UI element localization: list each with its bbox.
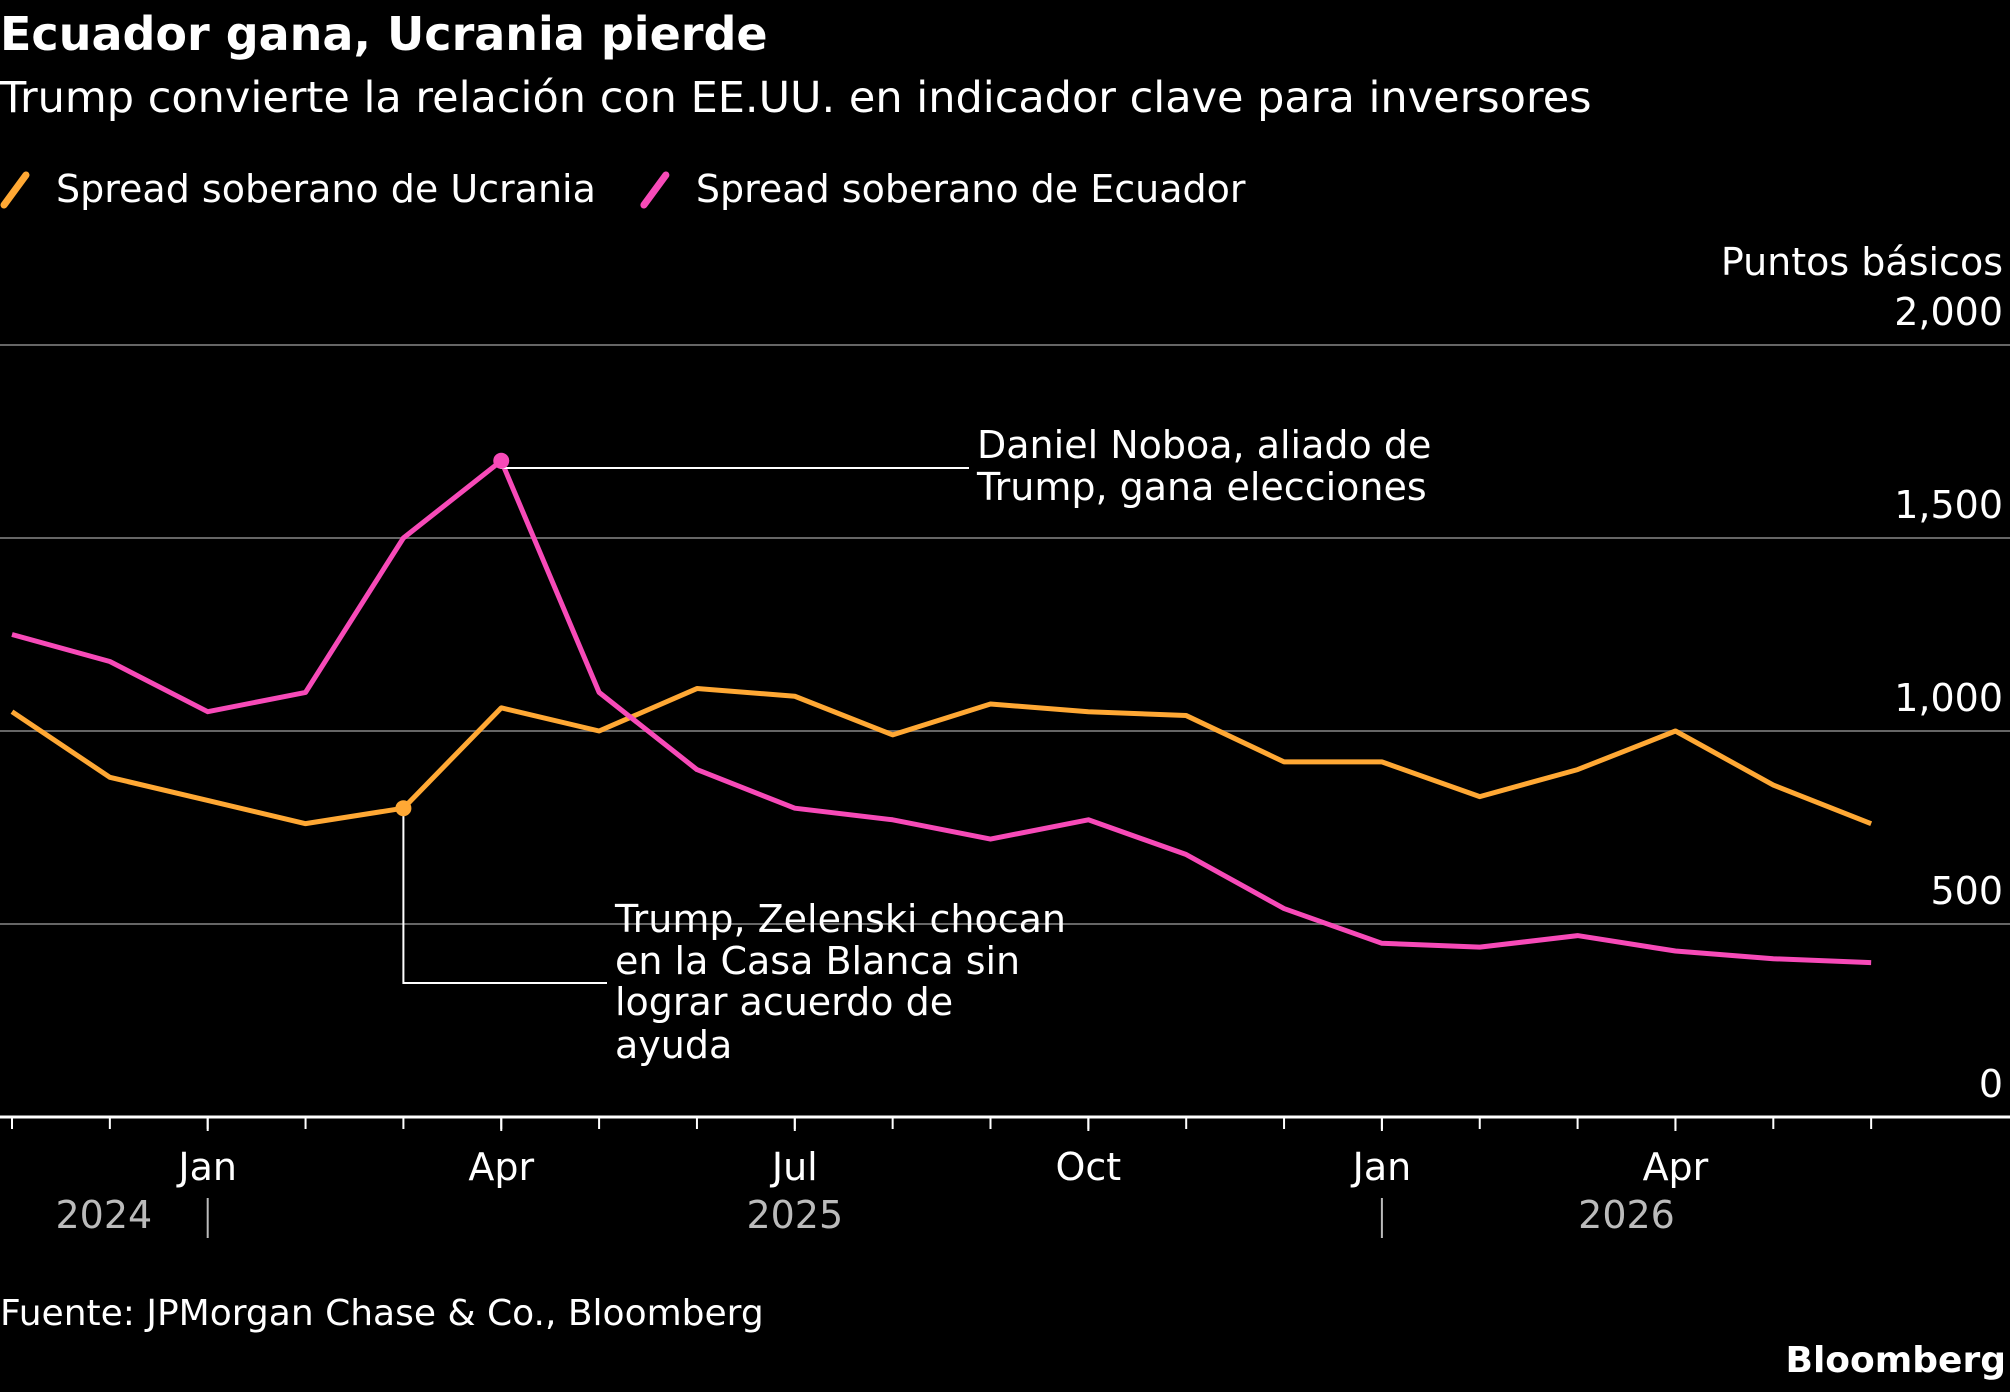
x-tick-label: Apr: [468, 1145, 534, 1189]
x-tick-label: Jan: [176, 1145, 237, 1189]
x-tick-label: Oct: [1055, 1145, 1121, 1189]
source: Fuente: JPMorgan Chase & Co., Bloomberg: [0, 1293, 764, 1334]
series-line: [11, 458, 1872, 966]
year-label: 2026: [1578, 1193, 1675, 1237]
y-axis-label: Puntos básicos: [1721, 240, 2003, 284]
y-tick-label: 2,000: [1894, 290, 2003, 334]
annotation-text: Daniel Noboa, aliado de: [977, 423, 1431, 467]
y-tick-label: 1,500: [1894, 483, 2003, 527]
annotation-dot: [493, 452, 510, 469]
legend-label: Spread soberano de Ucrania: [56, 167, 596, 211]
chart-subtitle: Trump convierte la relación con EE.UU. e…: [0, 73, 1592, 123]
annotation-text: Trump, gana elecciones: [976, 465, 1427, 509]
annotation-leader: [500, 460, 969, 469]
legend-swatch: [640, 171, 670, 209]
y-tick-label: 1,000: [1894, 676, 2003, 720]
year-label: 2024: [55, 1193, 152, 1237]
annotation-text: en la Casa Blanca sin: [615, 939, 1020, 983]
chart-title: Ecuador gana, Ucrania pierde: [0, 7, 768, 61]
legend-swatch: [0, 171, 30, 209]
annotation-text: ayuda: [615, 1023, 732, 1067]
y-tick-label: 0: [1979, 1062, 2003, 1106]
annotation-text: lograr acuerdo de: [615, 980, 953, 1024]
y-tick-label: 500: [1930, 869, 2003, 913]
annotation-leader: [402, 808, 607, 984]
x-tick-label: Jan: [1351, 1145, 1412, 1189]
x-tick-label: Apr: [1643, 1145, 1709, 1189]
annotation-dot: [395, 800, 412, 817]
brand: Bloomberg: [1786, 1340, 2006, 1381]
series-line: [10, 686, 1873, 827]
year-label: 2025: [746, 1193, 843, 1237]
legend-label: Spread soberano de Ecuador: [696, 167, 1246, 211]
x-tick-label: Jul: [770, 1145, 818, 1189]
annotation-text: Trump, Zelenski chocan: [614, 897, 1066, 941]
